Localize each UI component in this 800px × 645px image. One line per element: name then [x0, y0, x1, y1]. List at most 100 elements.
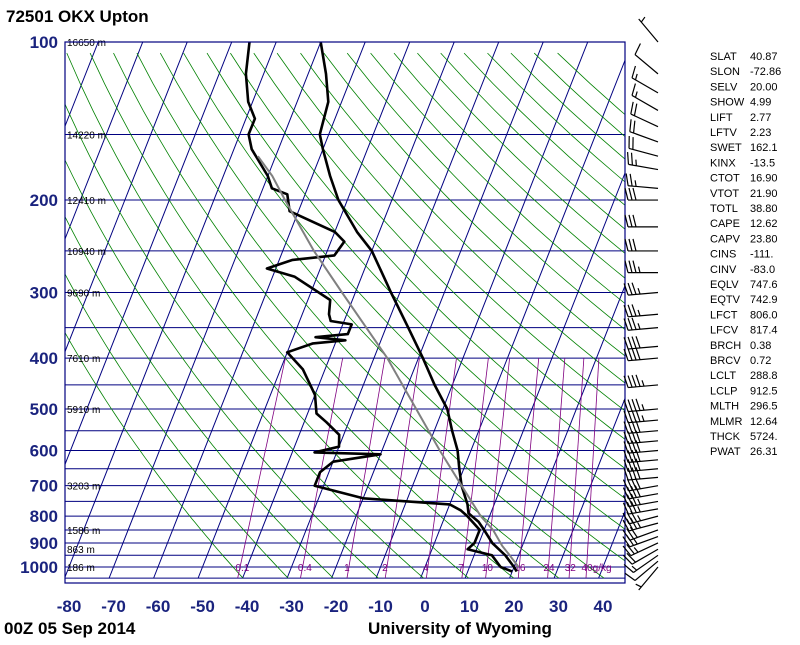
index-value: 162.1: [750, 142, 778, 154]
wind-barb: [626, 174, 658, 189]
isotherm-line: [20, 42, 232, 578]
index-value: 4.99: [750, 97, 771, 109]
index-name: LCLP: [710, 385, 738, 397]
index-name: SLON: [710, 66, 740, 78]
wind-barb: [624, 318, 658, 330]
wind-barb: [624, 348, 658, 361]
pressure-tick-label: 700: [30, 477, 58, 496]
isotherm-line: [0, 42, 9, 578]
index-name: BRCH: [710, 340, 741, 352]
height-label: 10940 m: [67, 247, 106, 258]
mixing-ratio-line: [462, 358, 489, 578]
mixing-ratio-label: 24: [543, 563, 555, 574]
mixing-ratio-line: [347, 358, 385, 578]
height-label: 12410 m: [67, 196, 106, 207]
pressure-tick-label: 800: [30, 507, 58, 526]
index-value: 296.5: [750, 401, 778, 413]
pressure-tick-label: 600: [30, 442, 58, 461]
temperature-tick-label: 20: [505, 597, 524, 616]
mixing-ratio-line: [569, 358, 584, 578]
height-label: 5910 m: [67, 405, 100, 416]
isotherm-line: [0, 42, 54, 578]
isotherm-line: [0, 42, 98, 578]
index-name: BRCV: [710, 355, 741, 367]
temperature-tick-label: -70: [101, 597, 126, 616]
index-value: 16.90: [750, 173, 778, 185]
wind-barb: [625, 561, 658, 580]
wind-barb: [623, 501, 658, 514]
index-name: MLMR: [710, 416, 742, 428]
index-value: 40.87: [750, 51, 778, 63]
wind-barb: [625, 239, 658, 251]
mixing-ratio-line: [586, 358, 599, 578]
wind-barb: [624, 399, 658, 412]
mixing-ratio-label: 32: [565, 563, 577, 574]
index-value: 12.62: [750, 218, 778, 230]
index-value: 912.5: [750, 385, 778, 397]
pressure-tick-label: 300: [30, 283, 58, 302]
index-value: 2.23: [750, 127, 771, 139]
pressure-tick-label: 200: [30, 191, 58, 210]
wind-barb: [635, 43, 658, 73]
dry-adiabat-line: [207, 53, 739, 578]
index-name: MLTH: [710, 401, 739, 413]
isotherm-line: [198, 42, 410, 578]
temperature-tick-label: -30: [279, 597, 304, 616]
mixing-ratio-label: 2: [382, 563, 388, 574]
index-name: VTOT: [710, 188, 739, 200]
temperature-tick-label: 30: [549, 597, 568, 616]
isotherm-line: [510, 42, 722, 578]
mixing-ratio-label: 7: [458, 563, 464, 574]
sounding-profiles: [246, 42, 519, 572]
index-name: LFCV: [710, 325, 739, 337]
wind-barb: [630, 119, 658, 142]
temperature-tick-label: -40: [235, 597, 260, 616]
isotherm-line: [109, 42, 321, 578]
index-name: SLAT: [710, 51, 737, 63]
index-name: CINS: [710, 249, 736, 261]
temperature-tick-label: 10: [460, 597, 479, 616]
index-name: KINX: [710, 157, 736, 169]
wind-barb: [625, 188, 658, 200]
isotherm-line: [465, 42, 677, 578]
index-name: TOTL: [710, 203, 738, 215]
index-value: -111.: [750, 249, 773, 261]
index-name: LIFT: [710, 112, 733, 124]
height-label: 1586 m: [67, 526, 100, 537]
dry-adiabat-line: [417, 53, 800, 578]
isotherm-line: [65, 42, 277, 578]
index-name: SELV: [710, 81, 738, 93]
pressure-tick-label: 400: [30, 349, 58, 368]
temperature-tick-label: -80: [57, 597, 82, 616]
height-label: 186 m: [67, 563, 95, 574]
credit-label: University of Wyoming: [368, 619, 552, 638]
mixing-ratio-label: 40g/kg: [582, 563, 612, 574]
height-label: 3203 m: [67, 482, 100, 493]
temperature-tick-label: -10: [368, 597, 393, 616]
index-name: SHOW: [710, 97, 745, 109]
dry-adiabat-line: [0, 53, 288, 578]
index-value: 806.0: [750, 309, 778, 321]
mixing-ratio-line: [426, 358, 456, 578]
index-name: EQLV: [710, 279, 739, 291]
index-name: LCLT: [710, 370, 736, 382]
height-label: 7610 m: [67, 354, 100, 365]
pressure-tick-label: 1000: [20, 558, 58, 577]
index-name: LFCT: [710, 309, 738, 321]
isotherm-line: [287, 42, 499, 578]
wind-barb: [624, 336, 658, 349]
index-value: -83.0: [750, 264, 775, 276]
index-name: CTOT: [710, 173, 740, 185]
dry-adiabat-line: [67, 53, 469, 578]
isotherm-line: [0, 42, 187, 578]
index-value: 2.77: [750, 112, 771, 124]
index-value: 288.8: [750, 370, 778, 382]
height-label: 16650 m: [67, 38, 106, 49]
index-value: 38.80: [750, 203, 778, 215]
wind-barb: [624, 304, 658, 316]
index-value: 12.64: [750, 416, 778, 428]
mixing-ratio-label: 10: [482, 563, 494, 574]
